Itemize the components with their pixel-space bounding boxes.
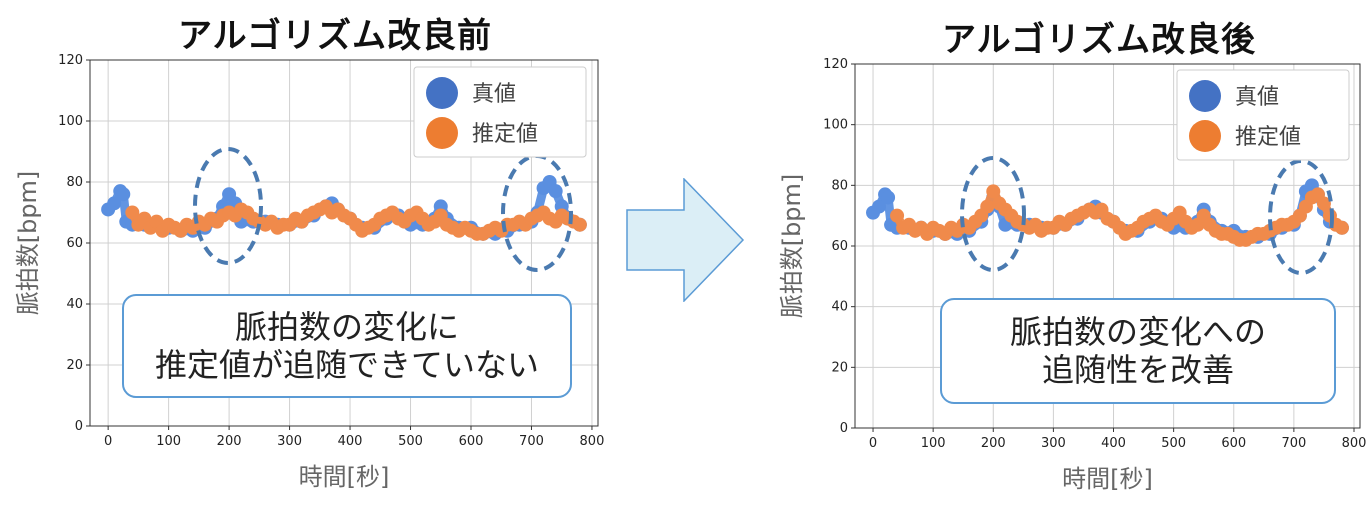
x-tick-label: 600 bbox=[459, 434, 484, 449]
x-tick-label: 100 bbox=[156, 434, 181, 449]
x-tick-label: 500 bbox=[398, 434, 423, 449]
y-tick-label: 100 bbox=[823, 118, 848, 133]
legend-label: 真値 bbox=[1235, 85, 1279, 110]
x-tick-label: 400 bbox=[1101, 436, 1126, 451]
x-axis-label: 時間[秒] bbox=[299, 463, 390, 491]
y-tick-label: 20 bbox=[831, 360, 848, 375]
x-tick-label: 200 bbox=[217, 434, 242, 449]
x-tick-label: 100 bbox=[921, 436, 946, 451]
y-tick-label: 60 bbox=[831, 239, 848, 254]
y-tick-label: 20 bbox=[66, 358, 83, 373]
data-point-true bbox=[107, 196, 122, 211]
data-point-estimate bbox=[1316, 196, 1331, 211]
right-arrow-icon bbox=[626, 178, 745, 302]
data-point-true bbox=[872, 199, 887, 214]
highlight-ellipse bbox=[960, 156, 1026, 272]
legend-marker bbox=[1189, 80, 1221, 112]
x-axis-label: 時間[秒] bbox=[1062, 465, 1153, 493]
x-tick-label: 0 bbox=[869, 436, 877, 451]
y-tick-label: 120 bbox=[823, 57, 848, 72]
y-tick-label: 40 bbox=[66, 297, 83, 312]
legend-marker bbox=[426, 77, 458, 109]
x-tick-label: 500 bbox=[1161, 436, 1186, 451]
y-tick-label: 0 bbox=[840, 421, 848, 436]
data-point-estimate bbox=[572, 217, 587, 232]
callout-after-line-2: 追随性を改善 bbox=[1041, 351, 1234, 389]
callout-after-line-1: 脈拍数の変化への bbox=[1009, 313, 1266, 351]
y-tick-label: 60 bbox=[66, 236, 83, 251]
chart-title-after: アルゴリズム改良後 bbox=[942, 20, 1256, 60]
legend-marker bbox=[426, 117, 458, 149]
data-point-true bbox=[116, 187, 131, 202]
legend-label: 推定値 bbox=[1235, 125, 1301, 150]
data-point-true bbox=[548, 184, 563, 199]
callout-after: 脈拍数の変化への 追随性を改善 bbox=[940, 298, 1336, 404]
y-tick-label: 80 bbox=[831, 178, 848, 193]
y-tick-label: 40 bbox=[831, 300, 848, 315]
legend-label: 真値 bbox=[472, 82, 516, 107]
data-point-estimate bbox=[125, 205, 140, 220]
x-tick-label: 800 bbox=[1342, 436, 1367, 451]
legend-marker bbox=[1189, 120, 1221, 152]
data-point-estimate bbox=[1334, 220, 1349, 235]
highlight-ellipse bbox=[193, 147, 263, 265]
data-point-estimate bbox=[890, 208, 905, 223]
y-tick-label: 80 bbox=[66, 175, 83, 190]
highlight-ellipse bbox=[1268, 159, 1334, 275]
x-tick-label: 800 bbox=[580, 434, 605, 449]
y-axis-label: 脈拍数[bpm] bbox=[14, 171, 42, 316]
x-tick-label: 700 bbox=[1281, 436, 1306, 451]
x-tick-label: 600 bbox=[1221, 436, 1246, 451]
x-tick-label: 700 bbox=[519, 434, 544, 449]
y-axis-label: 脈拍数[bpm] bbox=[778, 174, 806, 319]
callout-before-line-1: 脈拍数の変化に bbox=[234, 308, 459, 346]
data-point-estimate bbox=[980, 199, 995, 214]
x-tick-label: 400 bbox=[338, 434, 363, 449]
y-tick-label: 120 bbox=[58, 53, 83, 68]
x-tick-label: 300 bbox=[277, 434, 302, 449]
x-tick-label: 300 bbox=[1041, 436, 1066, 451]
callout-before: 脈拍数の変化に 推定値が追随できていない bbox=[122, 294, 572, 398]
callout-before-line-2: 推定値が追随できていない bbox=[154, 346, 539, 384]
y-tick-label: 100 bbox=[58, 114, 83, 129]
x-tick-label: 0 bbox=[104, 434, 112, 449]
data-point-true bbox=[881, 190, 896, 205]
y-tick-label: 0 bbox=[75, 419, 83, 434]
legend-label: 推定値 bbox=[472, 122, 538, 147]
x-tick-label: 200 bbox=[981, 436, 1006, 451]
chart-title-before: アルゴリズム改良前 bbox=[178, 16, 492, 56]
data-point-estimate bbox=[986, 184, 1001, 199]
